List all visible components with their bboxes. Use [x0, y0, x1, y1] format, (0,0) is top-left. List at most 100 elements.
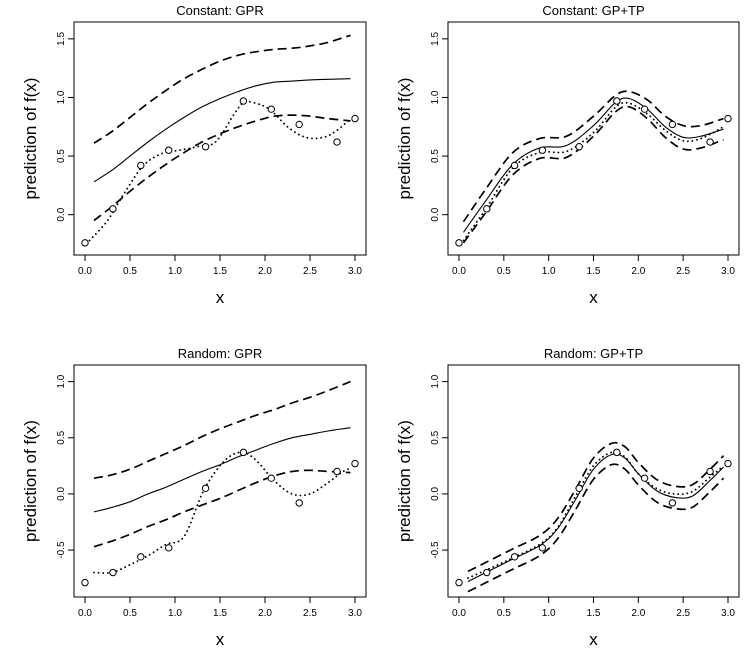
plot-frame	[73, 21, 367, 256]
y-tick-label: 0.0	[56, 487, 67, 501]
data-point	[109, 205, 117, 213]
series-mean-line	[467, 453, 724, 582]
x-tick-label: 1.0	[168, 266, 182, 277]
chart-title: Constant: GPR	[176, 3, 263, 18]
data-point	[613, 97, 621, 105]
y-tick-label: 1.0	[430, 90, 441, 104]
x-tick-label: 2.5	[676, 266, 690, 277]
data-point	[706, 467, 714, 476]
y-tick-label: 1.5	[430, 31, 441, 45]
series-truth-line	[467, 451, 725, 579]
series-upper-line	[462, 90, 724, 223]
data-point	[239, 448, 248, 457]
plot-frame	[447, 364, 740, 598]
x-tick-label: 0.5	[123, 608, 137, 619]
data-point	[483, 205, 491, 213]
y-tick-label: 1.5	[56, 31, 67, 45]
data-point	[109, 568, 117, 577]
data-point	[510, 161, 519, 170]
y-tick-label: 0.5	[430, 430, 441, 444]
series-truth-line	[462, 101, 725, 242]
data-point	[201, 484, 210, 492]
panel-4: Random: GP+TP 0.0 0.5 1.0 1.5 2.0 2.5 3.0 -0.5 0.…	[395, 346, 740, 649]
y-tick-label: 0.0	[56, 207, 67, 221]
data-point	[724, 114, 732, 123]
x-tick-label: 2.5	[303, 266, 317, 277]
data-point	[538, 146, 547, 154]
y-axis-label: prediction of f(x)	[21, 420, 40, 542]
y-axis-label: prediction of f(x)	[395, 420, 414, 542]
data-point	[455, 239, 463, 247]
x-tick-label: 1.5	[587, 266, 601, 277]
data-point	[575, 484, 583, 492]
x-tick-label: 2.0	[631, 266, 645, 277]
x-tick-label: 2.5	[303, 608, 317, 619]
data-point	[137, 553, 145, 561]
x-tick-label: 1.5	[213, 608, 227, 619]
x-tick-label: 1.5	[213, 266, 227, 277]
series-upper-line	[467, 441, 725, 573]
x-tick-label: 2.0	[258, 608, 272, 619]
y-axis-label: prediction of f(x)	[395, 78, 414, 200]
y-tick-label: 0.0	[430, 487, 441, 501]
x-tick-label: 0.0	[452, 266, 466, 277]
data-point	[81, 239, 89, 247]
series-upper-line	[93, 380, 351, 480]
data-point	[640, 474, 649, 482]
series-mean-line	[463, 97, 724, 233]
series-upper-line	[93, 34, 351, 144]
chart-title: Random: GP+TP	[544, 346, 643, 361]
series-lower-line	[93, 469, 351, 548]
y-tick-label: 1.0	[56, 374, 67, 388]
y-tick-label: 0.5	[430, 149, 441, 163]
x-tick-label: 2.0	[631, 608, 645, 619]
x-tick-label: 0.0	[78, 608, 92, 619]
x-tick-label: 0.5	[123, 266, 137, 277]
x-axis-label: x	[216, 630, 225, 649]
x-tick-label: 2.5	[676, 608, 690, 619]
y-tick-label: 1.0	[430, 374, 441, 388]
x-tick-label: 0.5	[497, 266, 511, 277]
data-point	[267, 474, 275, 482]
y-tick-label: 0.5	[56, 149, 67, 163]
x-axis-label: x	[216, 288, 225, 307]
data-point	[137, 161, 145, 170]
data-point	[333, 138, 341, 146]
chart-title: Random: GPR	[178, 346, 263, 361]
data-point	[668, 120, 677, 129]
data-point	[538, 544, 547, 552]
data-point	[575, 143, 583, 151]
y-tick-label: -0.5	[430, 541, 441, 559]
x-tick-label: 0.5	[497, 608, 511, 619]
series-mean-line	[93, 78, 351, 183]
data-point	[81, 578, 89, 587]
x-tick-label: 1.0	[168, 608, 182, 619]
data-point	[267, 105, 275, 113]
x-tick-label: 2.0	[258, 266, 272, 277]
x-tick-label: 3.0	[348, 266, 362, 277]
x-axis-label: x	[589, 288, 598, 307]
series-lower-line	[462, 105, 724, 244]
series-truth-line	[88, 100, 352, 242]
data-point	[724, 459, 732, 468]
data-point	[613, 448, 621, 457]
data-point	[351, 459, 359, 468]
data-point	[165, 146, 173, 154]
data-point	[239, 97, 248, 105]
data-point	[706, 138, 714, 146]
data-point	[640, 105, 649, 113]
data-point	[483, 568, 491, 577]
data-point	[351, 114, 359, 123]
data-point	[295, 120, 303, 129]
x-tick-label: 3.0	[721, 266, 735, 277]
plot-frame	[73, 364, 367, 598]
x-tick-label: 0.0	[452, 608, 466, 619]
series-lower-line	[467, 463, 725, 593]
data-point	[455, 578, 463, 587]
data-point	[201, 143, 210, 151]
data-point	[333, 467, 341, 476]
data-point	[165, 544, 173, 552]
data-point	[295, 499, 303, 507]
x-tick-label: 3.0	[721, 608, 735, 619]
